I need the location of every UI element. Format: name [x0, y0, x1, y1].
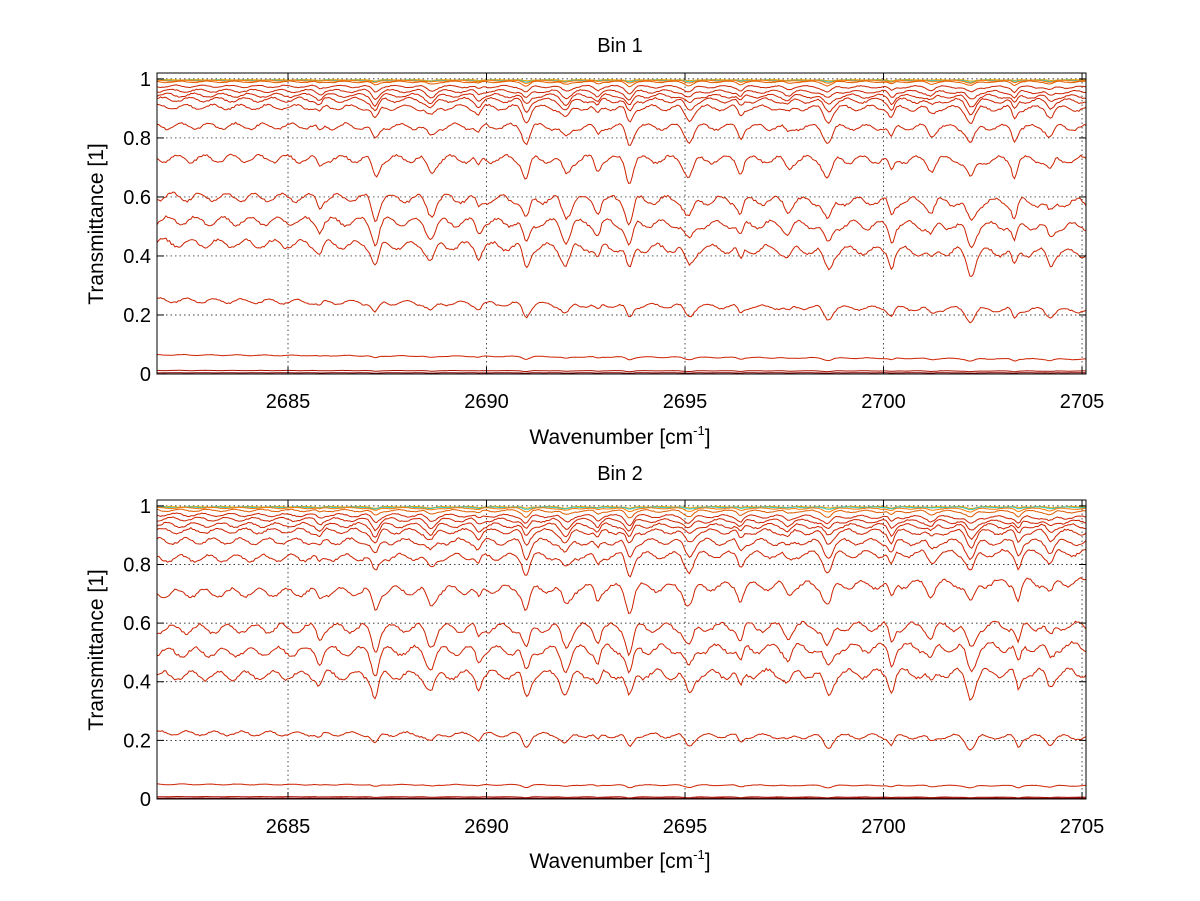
series-line — [156, 620, 1087, 657]
y-tick-label: 0 — [140, 364, 151, 386]
series-line — [156, 88, 1087, 101]
series-line — [156, 191, 1087, 226]
ticks: 2685 2690 2695 2700 2705 0 0.2 0.4 0.6 0.8 1 — [123, 69, 1104, 413]
series-line — [157, 797, 1087, 800]
y-tick-label: 0.8 — [123, 554, 151, 576]
axes-frame — [156, 499, 1087, 800]
x-axis-label-end: ] — [705, 426, 711, 449]
series-line — [156, 516, 1086, 532]
x-tick-label: 2700 — [861, 391, 906, 413]
series-line — [156, 506, 1086, 513]
y-tick-label: 0.2 — [123, 730, 151, 752]
x-tick-label: 2690 — [464, 816, 509, 838]
y-tick-label: 1 — [140, 496, 151, 518]
series-line — [156, 79, 1087, 84]
y-tick-label: 0.4 — [123, 672, 151, 694]
series-line — [156, 506, 1087, 511]
chart-title: Bin 2 — [597, 463, 643, 485]
series-line — [156, 297, 1087, 324]
x-tick-label: 2685 — [266, 816, 311, 838]
y-tick-label: 0.4 — [123, 246, 151, 268]
subplot-bin-2: Bin 2 Wavenumber [cm-1] Transmittance [1… — [85, 463, 1104, 873]
series-line — [156, 577, 1087, 614]
series-line — [156, 783, 1087, 789]
series-line — [156, 548, 1087, 578]
series-line — [156, 521, 1087, 541]
x-axis-label-text: Wavenumber [cm — [529, 426, 693, 449]
series-line — [156, 153, 1087, 184]
x-tick-label: 2690 — [464, 391, 509, 413]
y-tick-label: 0.8 — [123, 128, 151, 150]
x-axis-label: Wavenumber [cm-1] — [529, 847, 710, 873]
x-axis-label: Wavenumber [cm-1] — [529, 423, 710, 449]
y-tick-label: 0 — [140, 789, 151, 811]
series-line — [156, 353, 1086, 362]
series-line — [156, 237, 1087, 277]
series-line — [156, 80, 1087, 88]
x-axis-label-end: ] — [705, 850, 711, 873]
plot-area — [156, 78, 1087, 374]
series-line — [156, 729, 1087, 751]
series-line — [156, 84, 1087, 95]
plot-area — [156, 505, 1087, 800]
series-line — [157, 372, 1087, 374]
y-tick-label: 0.6 — [123, 187, 151, 209]
x-axis-label-superscript: -1 — [693, 423, 705, 438]
series-line — [156, 640, 1087, 677]
series-line — [156, 215, 1087, 249]
series-line — [156, 121, 1087, 146]
series-line — [156, 92, 1087, 108]
y-axis-label: Transmittance [1] — [85, 143, 108, 304]
y-tick-label: 0.2 — [123, 305, 151, 327]
axes-frame — [156, 72, 1087, 375]
ticks: 2685 2690 2695 2700 2705 0 0.2 0.4 0.6 0.8 1 — [123, 496, 1104, 838]
x-tick-label: 2700 — [861, 816, 906, 838]
x-axis-label-text: Wavenumber [cm — [529, 850, 693, 873]
series-line — [156, 508, 1087, 519]
x-tick-label: 2695 — [663, 391, 708, 413]
series-line — [156, 103, 1087, 124]
y-tick-label: 0.6 — [123, 613, 151, 635]
series-line — [156, 527, 1087, 549]
x-axis-label-superscript: -1 — [693, 847, 705, 862]
x-tick-label: 2705 — [1060, 816, 1105, 838]
series-line — [157, 795, 1087, 799]
x-tick-label: 2705 — [1060, 391, 1105, 413]
series-line — [156, 667, 1087, 701]
series-line — [156, 96, 1087, 116]
subplot-bin-1: Bin 1 Wavenumber [cm-1] Transmittance [1… — [85, 35, 1104, 449]
chart-title: Bin 1 — [597, 35, 643, 57]
y-axis-label: Transmittance [1] — [85, 569, 108, 730]
y-tick-label: 1 — [140, 69, 151, 91]
x-tick-label: 2695 — [663, 816, 708, 838]
series-line — [156, 536, 1087, 561]
x-tick-label: 2685 — [266, 391, 311, 413]
series-line — [156, 369, 1086, 373]
series-line — [156, 512, 1087, 527]
